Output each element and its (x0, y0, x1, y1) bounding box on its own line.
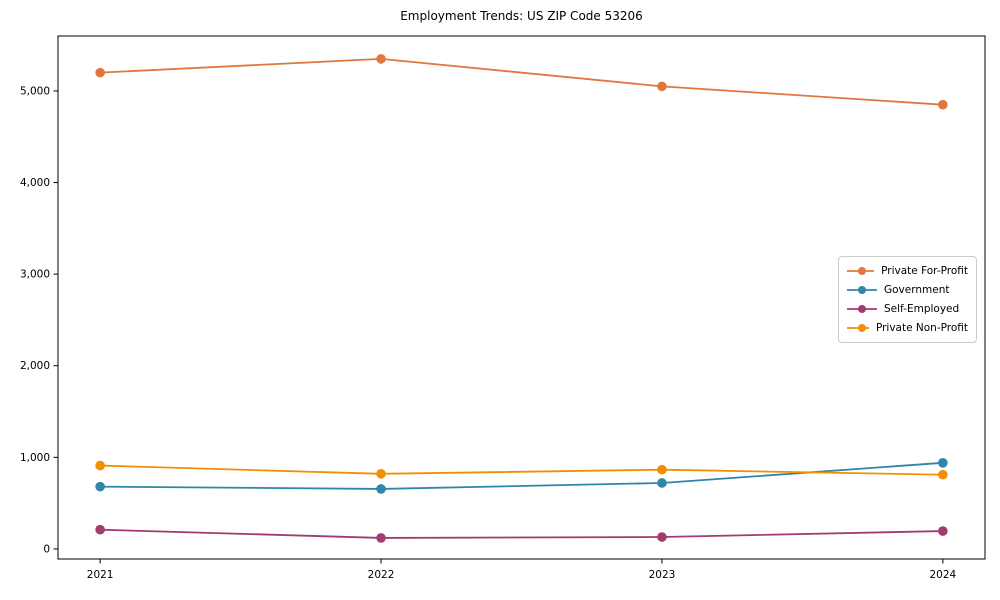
data-point-private-non-profit (938, 469, 948, 480)
y-tick-label: 1,000 (20, 452, 50, 464)
data-point-private-non-profit (657, 464, 667, 475)
data-point-self-employed (95, 524, 105, 535)
plot-frame (57, 35, 986, 560)
legend-label: Government (884, 283, 950, 296)
data-point-private-for-profit (657, 81, 667, 92)
legend-line-sample-icon (847, 266, 875, 275)
data-point-self-employed (376, 533, 386, 543)
legend-label: Private For-Profit (881, 264, 968, 277)
legend-item: Government (847, 281, 968, 299)
x-tick-label: 2023 (649, 569, 676, 581)
data-point-private-for-profit (376, 54, 386, 64)
y-tick-label: 3,000 (20, 269, 50, 281)
x-tick-label: 2022 (368, 569, 395, 581)
y-tick-label: 2,000 (20, 360, 50, 372)
data-point-self-employed (657, 532, 667, 542)
series-line-private-non-profit (100, 464, 943, 476)
series-line-self-employed (100, 528, 943, 539)
legend-item: Private For-Profit (847, 262, 968, 280)
legend-item: Self-Employed (847, 300, 968, 318)
data-point-government (938, 458, 948, 468)
data-point-private-for-profit (938, 99, 948, 110)
series-line-government (100, 461, 943, 490)
legend-line-sample-icon (847, 285, 877, 294)
legend-line-sample-icon (847, 305, 877, 314)
legend-line-sample-icon (847, 324, 869, 333)
data-point-self-employed (938, 526, 948, 536)
data-point-private-for-profit (95, 67, 105, 78)
legend-label: Self-Employed (884, 303, 960, 316)
data-point-private-non-profit (95, 460, 105, 471)
y-tick-label: 5,000 (20, 85, 50, 97)
data-point-government (95, 481, 105, 492)
chart-title: Employment Trends: US ZIP Code 53206 (400, 9, 643, 23)
data-point-government (657, 478, 667, 488)
legend-item: Private Non-Profit (847, 319, 968, 337)
data-point-private-non-profit (376, 469, 386, 479)
series-line-private-for-profit (100, 57, 943, 106)
legend: Private For-Profit Government Self-Employe… (838, 256, 977, 343)
y-tick-label: 4,000 (20, 177, 50, 189)
x-tick-label: 2021 (87, 569, 114, 581)
data-point-government (376, 484, 386, 494)
y-tick-label: 0 (43, 543, 50, 555)
legend-label: Private Non-Profit (875, 322, 968, 335)
x-tick-label: 2024 (929, 569, 956, 581)
